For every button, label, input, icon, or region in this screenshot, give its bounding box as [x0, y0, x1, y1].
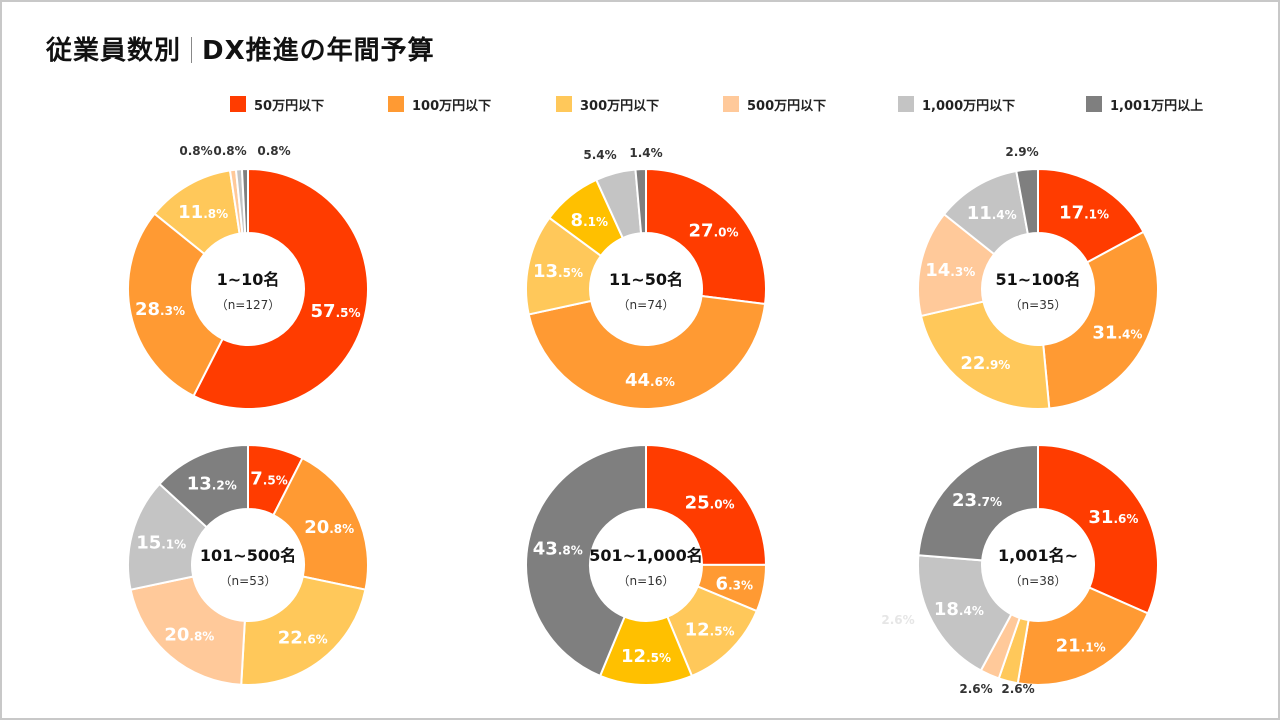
slice-1000-chart-6 [917, 554, 1013, 672]
slice-50-chart-3 [1037, 167, 1145, 264]
center-title-chart-6: 1,001名~ [998, 546, 1078, 565]
slice-300-chart-4 [240, 575, 367, 686]
data-label-1001-chart-6: 23.7% [952, 490, 1002, 511]
legend-item-1001: 1,001万円以上 [1086, 92, 1203, 116]
title-separator [191, 36, 193, 63]
slice-100-chart-2 [527, 294, 767, 410]
slice-100-chart-1 [127, 212, 224, 398]
title-main: 従業員数別 [46, 36, 182, 66]
legend-label-500: 500万円以下 [747, 98, 827, 114]
legend-item-300: 300万円以下 [556, 92, 659, 116]
legend-swatch-100 [388, 96, 404, 112]
donut-chart-5: 25.0% 6.3% 12.5% 12.5% 43.8% 501~1,000名 （n=16） [525, 443, 768, 686]
data-label-500-chart-2: 8.1% [571, 210, 608, 231]
slice-1001-chart-5 [525, 443, 647, 678]
data-label-1001-chart-4: 13.2% [187, 474, 237, 495]
data-label-300-chart-1: 11.8% [178, 202, 228, 223]
data-label-500-chart-5: 12.5% [621, 646, 671, 667]
slice-100-chart-6 [1016, 586, 1150, 686]
slice-50-chart-1 [192, 167, 369, 410]
slice-50-chart-5 [645, 443, 768, 566]
slice-50-chart-2 [645, 167, 767, 306]
legend-item-500: 500万円以下 [723, 92, 826, 116]
center-title-chart-1: 1~10名 [217, 270, 280, 289]
legend-swatch-1000 [898, 96, 914, 112]
legend-item-100: 100万円以下 [388, 92, 491, 116]
data-label-300-chart-6: 2.6% [959, 682, 992, 696]
slice-300-chart-3 [919, 300, 1051, 410]
legend-label-1000: 1,000万円以下 [922, 98, 1016, 114]
data-label-100-chart-3: 31.4% [1092, 322, 1142, 343]
data-label-500-chart-1: 0.8% [179, 144, 212, 158]
legend-label-100: 100万円以下 [412, 98, 492, 114]
data-label-1000-chart-1: 0.8% [213, 144, 246, 158]
legend-swatch-500 [723, 96, 739, 112]
data-label-1001-chart-3: 2.9% [1005, 145, 1038, 159]
data-label-500-chart-4: 20.8% [164, 624, 214, 645]
data-label-500-chart-6: 2.6% [1001, 682, 1034, 696]
sample-size-chart-5: （n=16） [618, 574, 675, 588]
slice-100-chart-3 [1042, 230, 1159, 410]
legend-label-300: 300万円以下 [580, 98, 660, 114]
data-label-100-chart-5: 6.3% [716, 574, 753, 595]
sample-size-chart-3: （n=35） [1010, 298, 1067, 312]
data-label-100-chart-4: 20.8% [304, 517, 354, 538]
donut-chart-4: 7.5% 20.8% 22.6% 20.8% 15.1% 13.2% 101~500名 （n=… [127, 443, 369, 686]
center-title-chart-5: 501~1,000名 [589, 546, 702, 565]
slice-1001-chart-6 [917, 443, 1039, 562]
center-title-chart-2: 11~50名 [609, 270, 683, 289]
legend-label-1001: 1,001万円以上 [1110, 98, 1204, 114]
data-label-300-chart-5: 12.5% [685, 620, 735, 641]
center-title-chart-3: 51~100名 [995, 270, 1080, 289]
data-label-1000-chart-6: 18.4% [934, 599, 984, 620]
slice-1001-chart-3 [1015, 167, 1039, 236]
slice-100-chart-4 [272, 456, 369, 591]
data-label-100-chart-1: 28.3% [135, 299, 185, 320]
legend: 50万円以下 100万円以下 300万円以下 500万円以下 1,000万円以下… [230, 92, 1230, 116]
data-label-50-chart-6: 31.6% [1088, 507, 1138, 528]
data-label-500-chart-3: 14.3% [925, 260, 975, 281]
data-label-300-chart-2: 13.5% [533, 261, 583, 282]
donut-chart-2: 27.0% 44.6% 13.5% 8.1% 5.4% 1.4% 11~50名 （n=74） [525, 146, 767, 410]
data-label-300-chart-3: 22.9% [960, 353, 1010, 374]
data-label-50-chart-1: 57.5% [311, 301, 361, 322]
data-label-1001-chart-2: 1.4% [629, 146, 662, 160]
data-label-1000-chart-4: 15.1% [136, 532, 186, 553]
data-label-1001-chart-5: 43.8% [533, 538, 583, 559]
legend-item-50: 50万円以下 [230, 92, 324, 116]
center-title-chart-4: 101~500名 [200, 546, 296, 565]
slice-1001-chart-1 [240, 167, 249, 235]
data-label-50-chart-5: 25.0% [685, 492, 735, 513]
sample-size-chart-4: （n=53） [220, 574, 277, 588]
legend-label-50: 50万円以下 [254, 98, 325, 114]
page-title: 従業員数別 DX推進の年間予算 [46, 30, 435, 67]
data-label-50-chart-4: 7.5% [250, 468, 287, 489]
slice-1001-chart-4 [158, 443, 249, 529]
sample-size-chart-1: （n=127） [216, 298, 281, 312]
data-label-100-chart-6: 21.1% [1056, 635, 1106, 656]
legend-swatch-300 [556, 96, 572, 112]
ghost-label-chart-6: 2.6% [881, 613, 914, 627]
data-label-50-chart-2: 27.0% [689, 220, 739, 241]
donut-chart-6: 31.6% 21.1% 2.6% 2.6% 18.4% 23.7% 1,001名~ （n=38… [881, 443, 1159, 696]
data-label-100-chart-2: 44.6% [625, 370, 675, 391]
slice-1001-chart-2 [634, 167, 647, 235]
data-label-1000-chart-2: 5.4% [583, 148, 616, 162]
slice-500-chart-4 [129, 575, 246, 686]
title-sub: DX推進の年間予算 [202, 36, 435, 66]
sample-size-chart-6: （n=38） [1010, 574, 1067, 588]
data-label-1000-chart-3: 11.4% [967, 203, 1017, 224]
slice-50-chart-6 [1037, 443, 1159, 615]
legend-item-1000: 1,000万円以下 [898, 92, 1015, 116]
donut-chart-3: 17.1% 31.4% 22.9% 14.3% 11.4% 2.9% 51~100名 （n=3… [917, 145, 1159, 410]
data-label-300-chart-4: 22.6% [278, 627, 328, 648]
data-label-1001-chart-1: 0.8% [257, 144, 290, 158]
legend-swatch-50 [230, 96, 246, 112]
sample-size-chart-2: （n=74） [618, 298, 675, 312]
donut-chart-1: 57.5%28.3%11.8%0.8% 0.8% 0.8%1~10名（n=127） [127, 144, 369, 410]
legend-swatch-1001 [1086, 96, 1102, 112]
data-label-50-chart-3: 17.1% [1059, 203, 1109, 224]
